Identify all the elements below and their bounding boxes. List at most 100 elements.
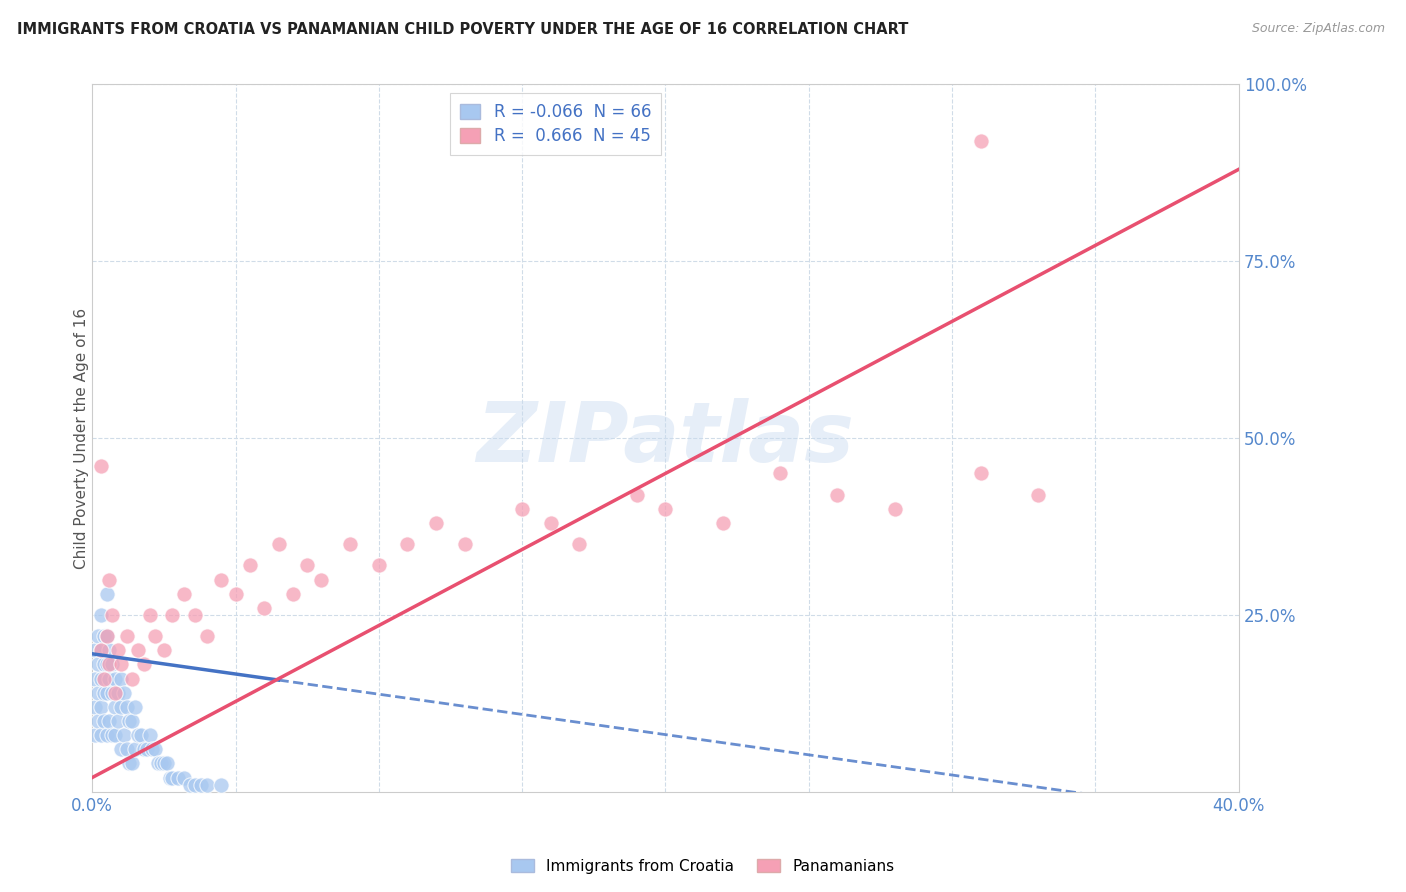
Point (184, 607, 207, 622)
Point (84, 728, 107, 742)
Point (104, 728, 127, 742)
Point (159, 771, 181, 785)
Point (93, 686, 115, 700)
Point (110, 672, 132, 686)
Point (540, 516, 562, 530)
Legend: Immigrants from Croatia, Panamanians: Immigrants from Croatia, Panamanians (505, 853, 901, 880)
Point (96, 657, 118, 672)
Point (110, 657, 132, 672)
Point (143, 742, 166, 756)
Point (167, 771, 190, 785)
Point (454, 537, 477, 551)
Point (115, 699, 138, 714)
Point (96, 587, 118, 601)
Point (124, 742, 146, 756)
Point (568, 537, 591, 551)
Point (127, 728, 149, 742)
Point (149, 756, 172, 771)
Point (129, 728, 152, 742)
Point (138, 728, 160, 742)
Point (184, 778, 207, 792)
Point (115, 629, 138, 643)
Text: IMMIGRANTS FROM CROATIA VS PANAMANIAN CHILD POVERTY UNDER THE AGE OF 16 CORRELAT: IMMIGRANTS FROM CROATIA VS PANAMANIAN CH… (17, 22, 908, 37)
Point (115, 742, 138, 756)
Point (138, 607, 160, 622)
Point (107, 714, 129, 728)
Point (173, 771, 195, 785)
Point (104, 686, 127, 700)
Point (127, 643, 149, 657)
Point (98, 672, 121, 686)
Point (104, 672, 127, 686)
Point (98, 573, 121, 587)
Point (209, 778, 232, 792)
Point (98, 714, 121, 728)
Point (87, 714, 110, 728)
Point (112, 686, 135, 700)
Point (209, 573, 232, 587)
Point (84, 643, 107, 657)
Point (118, 714, 141, 728)
Point (101, 607, 124, 622)
Point (281, 587, 304, 601)
Point (132, 657, 155, 672)
Point (179, 778, 201, 792)
Point (90, 699, 112, 714)
Point (1026, 488, 1049, 502)
Point (827, 488, 849, 502)
Point (510, 501, 533, 516)
Point (970, 134, 993, 148)
Point (132, 742, 155, 756)
Point (107, 686, 129, 700)
Point (156, 756, 179, 771)
Point (626, 488, 648, 502)
Point (173, 587, 195, 601)
Point (87, 657, 110, 672)
Point (135, 742, 157, 756)
Point (711, 516, 734, 530)
Y-axis label: Child Poverty Under the Age of 16: Child Poverty Under the Age of 16 (73, 308, 89, 568)
Point (90, 459, 112, 474)
Point (96, 728, 118, 742)
Point (84, 699, 107, 714)
Point (190, 778, 212, 792)
Point (146, 756, 169, 771)
Point (110, 699, 132, 714)
Point (104, 699, 127, 714)
Point (143, 629, 166, 643)
Point (141, 742, 163, 756)
Point (195, 629, 218, 643)
Point (110, 742, 132, 756)
Point (654, 501, 676, 516)
Point (93, 629, 115, 643)
Point (121, 672, 143, 686)
Point (96, 629, 118, 643)
Point (153, 756, 176, 771)
Point (90, 728, 112, 742)
Point (124, 699, 146, 714)
Legend: R = -0.066  N = 66, R =  0.666  N = 45: R = -0.066 N = 66, R = 0.666 N = 45 (450, 93, 661, 155)
Text: Source: ZipAtlas.com: Source: ZipAtlas.com (1251, 22, 1385, 36)
Point (90, 643, 112, 657)
Point (121, 756, 143, 771)
Point (970, 467, 993, 481)
Point (90, 607, 112, 622)
Point (107, 643, 129, 657)
Point (87, 629, 110, 643)
Point (153, 643, 176, 657)
Point (425, 516, 447, 530)
Point (90, 672, 112, 686)
Point (396, 537, 419, 551)
Point (84, 672, 107, 686)
Point (769, 467, 792, 481)
Point (112, 728, 135, 742)
Point (883, 501, 905, 516)
Point (162, 607, 184, 622)
Point (96, 629, 118, 643)
Point (101, 686, 124, 700)
Point (96, 686, 118, 700)
Point (224, 587, 246, 601)
Point (195, 778, 218, 792)
Point (267, 537, 290, 551)
Point (93, 672, 115, 686)
